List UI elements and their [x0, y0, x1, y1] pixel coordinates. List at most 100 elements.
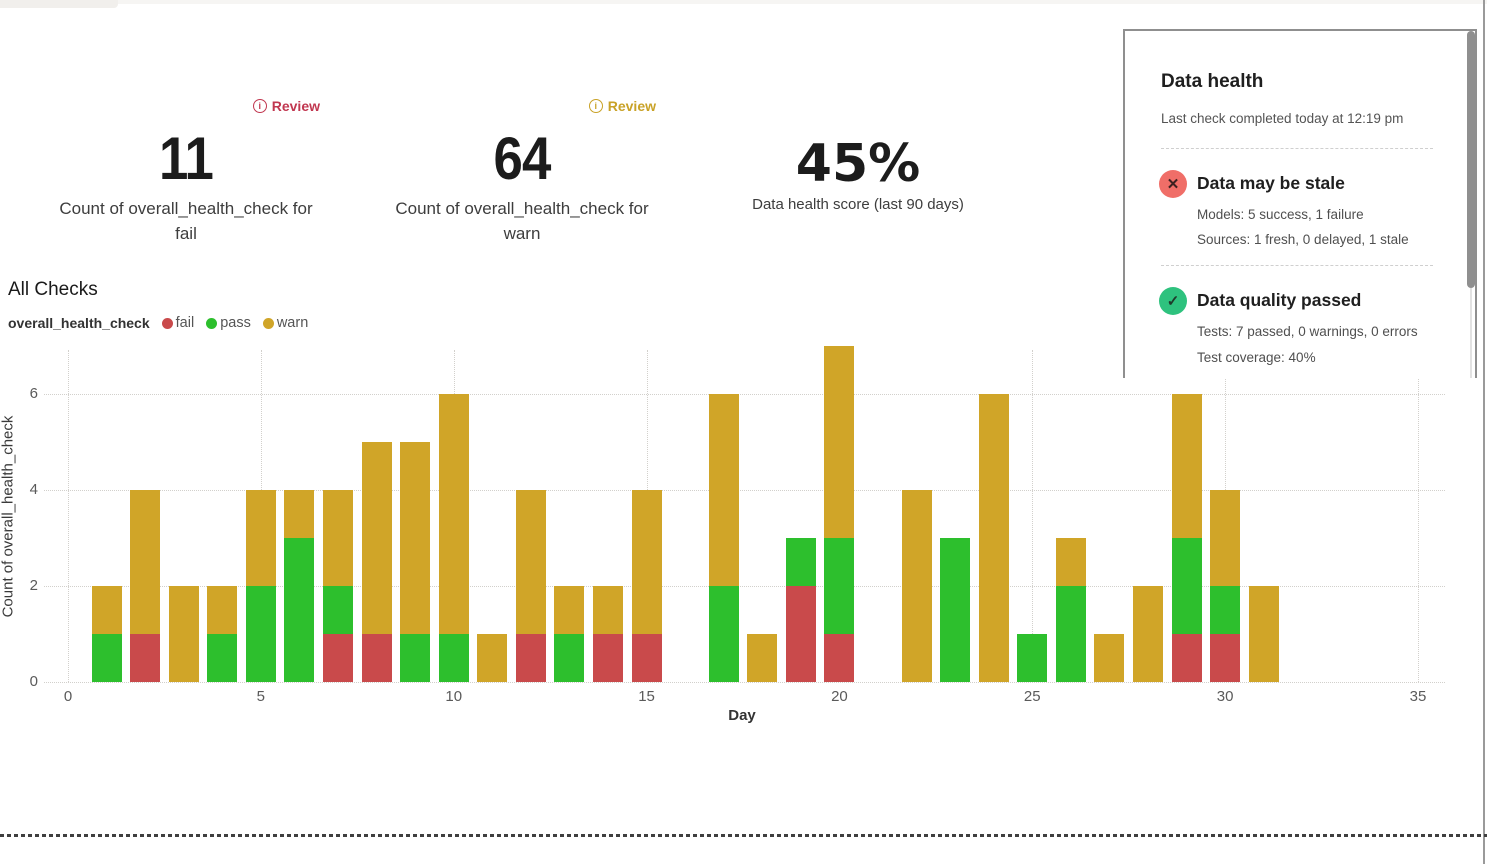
- x-tick-label: 25: [1023, 688, 1041, 705]
- legend-item-fail[interactable]: fail: [161, 315, 194, 331]
- x-tick-label: 30: [1216, 688, 1234, 705]
- warn-dot-icon: [262, 317, 274, 329]
- gridline: [44, 490, 1445, 491]
- bar-segment-warn-day-9[interactable]: [400, 442, 431, 634]
- bar-segment-warn-day-4[interactable]: [207, 586, 238, 634]
- x-tick-label: 35: [1409, 688, 1427, 705]
- bar-segment-warn-day-17[interactable]: [708, 394, 739, 586]
- gridline: [68, 350, 69, 682]
- legend-item-pass[interactable]: pass: [206, 315, 251, 331]
- bar-segment-warn-day-29[interactable]: [1171, 394, 1202, 538]
- y-tick-label: 6: [29, 385, 38, 402]
- bar-segment-warn-day-18[interactable]: [747, 634, 778, 682]
- bar-segment-pass-day-19[interactable]: [785, 538, 816, 586]
- data-health-popover: Data health Last check completed today a…: [1123, 29, 1477, 378]
- bar-segment-fail-day-30[interactable]: [1210, 634, 1241, 682]
- bar-segment-fail-day-2[interactable]: [130, 634, 161, 682]
- bar-segment-warn-day-26[interactable]: [1055, 538, 1086, 586]
- bar-segment-warn-day-12[interactable]: [515, 490, 546, 634]
- health-section-line: Tests: 7 passed, 0 warnings, 0 errors: [1197, 324, 1418, 339]
- bar-segment-warn-day-15[interactable]: [631, 490, 662, 634]
- bar-segment-warn-day-6[interactable]: [284, 490, 315, 538]
- bar-segment-pass-day-20[interactable]: [824, 538, 855, 634]
- bar-segment-fail-day-7[interactable]: [322, 634, 353, 682]
- bar-segment-pass-day-6[interactable]: [284, 538, 315, 682]
- review-badge-fail[interactable]: i Review: [252, 98, 320, 114]
- bar-segment-pass-day-13[interactable]: [554, 634, 585, 682]
- health-section-line: Test coverage: 40%: [1197, 350, 1316, 365]
- bar-segment-warn-day-11[interactable]: [477, 634, 508, 682]
- health-section-line: Models: 5 success, 1 failure: [1197, 207, 1364, 222]
- bar-segment-warn-day-27[interactable]: [1094, 634, 1125, 682]
- bar-segment-pass-day-5[interactable]: [245, 586, 276, 682]
- bar-segment-pass-day-10[interactable]: [438, 634, 469, 682]
- bar-segment-fail-day-8[interactable]: [361, 634, 392, 682]
- panel-scrollbar-track[interactable]: [1470, 288, 1472, 378]
- bar-segment-warn-day-14[interactable]: [592, 586, 623, 634]
- bar-segment-pass-day-4[interactable]: [207, 634, 238, 682]
- x-tick-label: 20: [831, 688, 848, 705]
- info-icon: i: [588, 99, 603, 113]
- bar-segment-pass-day-30[interactable]: [1210, 586, 1241, 634]
- y-tick-label: 0: [29, 673, 38, 690]
- bar-segment-pass-day-29[interactable]: [1171, 538, 1202, 634]
- bar-segment-fail-day-20[interactable]: [824, 634, 855, 682]
- x-tick-label: 10: [445, 688, 463, 705]
- dashed-divider: [1161, 148, 1433, 149]
- gridline: [1417, 350, 1419, 682]
- bar-segment-warn-day-31[interactable]: [1248, 586, 1279, 682]
- bar-segment-warn-day-13[interactable]: [554, 586, 585, 634]
- bar-segment-pass-day-23[interactable]: [940, 538, 971, 682]
- panel-scrollbar-thumb[interactable]: [1467, 31, 1475, 288]
- bar-segment-fail-day-29[interactable]: [1171, 634, 1202, 682]
- bar-segment-pass-day-9[interactable]: [400, 634, 431, 682]
- dashed-divider: [1161, 265, 1433, 266]
- bar-segment-warn-day-1[interactable]: [91, 586, 122, 634]
- top-strip: [0, 0, 1487, 4]
- bar-segment-pass-day-26[interactable]: [1055, 586, 1086, 682]
- bottom-dashed-divider: [0, 834, 1487, 837]
- bar-segment-warn-day-24[interactable]: [978, 394, 1009, 682]
- bar-segment-warn-day-3[interactable]: [168, 586, 199, 682]
- bar-segment-warn-day-8[interactable]: [361, 442, 392, 634]
- pass-dot-icon: [206, 317, 218, 329]
- bar-segment-fail-day-12[interactable]: [515, 634, 546, 682]
- kpi-tile-fail-count: i Review 11 Count of overall_health_chec…: [46, 98, 326, 246]
- bar-segment-pass-day-17[interactable]: [708, 586, 739, 682]
- y-tick-label: 2: [29, 577, 38, 594]
- legend-item-warn[interactable]: warn: [262, 315, 309, 331]
- bar-segment-fail-day-19[interactable]: [785, 586, 816, 682]
- bar-segment-warn-day-5[interactable]: [245, 490, 276, 586]
- bar-segment-warn-day-2[interactable]: [130, 490, 161, 634]
- x-tick-label: 5: [256, 688, 266, 705]
- chart-legend: overall_health_check fail pass warn: [8, 315, 308, 331]
- bar-segment-pass-day-25[interactable]: [1017, 634, 1048, 682]
- legend-label: warn: [276, 315, 309, 331]
- fail-dot-icon: [161, 317, 173, 329]
- bar-segment-warn-day-30[interactable]: [1210, 490, 1241, 586]
- legend-series-name: overall_health_check: [8, 315, 150, 331]
- review-badge-label: Review: [271, 98, 320, 114]
- x-circle-icon: ✕: [1159, 170, 1187, 198]
- x-tick-label: 15: [638, 688, 655, 705]
- bar-segment-warn-day-7[interactable]: [322, 490, 353, 586]
- x-axis-title: Day: [728, 707, 756, 724]
- bar-segment-pass-day-7[interactable]: [322, 586, 353, 634]
- window-scrollbar-edge: [1483, 0, 1485, 864]
- health-section-title: Data quality passed: [1197, 290, 1362, 310]
- health-panel-subtitle: Last check completed today at 12:19 pm: [1161, 111, 1404, 126]
- bar-segment-warn-day-22[interactable]: [901, 490, 932, 682]
- y-axis-title: Count of overall_health_check: [0, 415, 17, 618]
- bar-segment-fail-day-15[interactable]: [631, 634, 662, 682]
- review-badge-warn[interactable]: i Review: [588, 98, 656, 114]
- kpi-label-health-score: Data health score (last 90 days): [752, 196, 964, 213]
- bar-segment-pass-day-1[interactable]: [91, 634, 122, 682]
- x-tick-label: 0: [63, 688, 73, 705]
- y-tick-label: 4: [29, 481, 38, 498]
- bar-segment-fail-day-14[interactable]: [592, 634, 623, 682]
- bar-segment-warn-day-28[interactable]: [1132, 586, 1163, 682]
- bar-segment-warn-day-10[interactable]: [438, 394, 469, 634]
- bar-segment-warn-day-20[interactable]: [824, 346, 855, 538]
